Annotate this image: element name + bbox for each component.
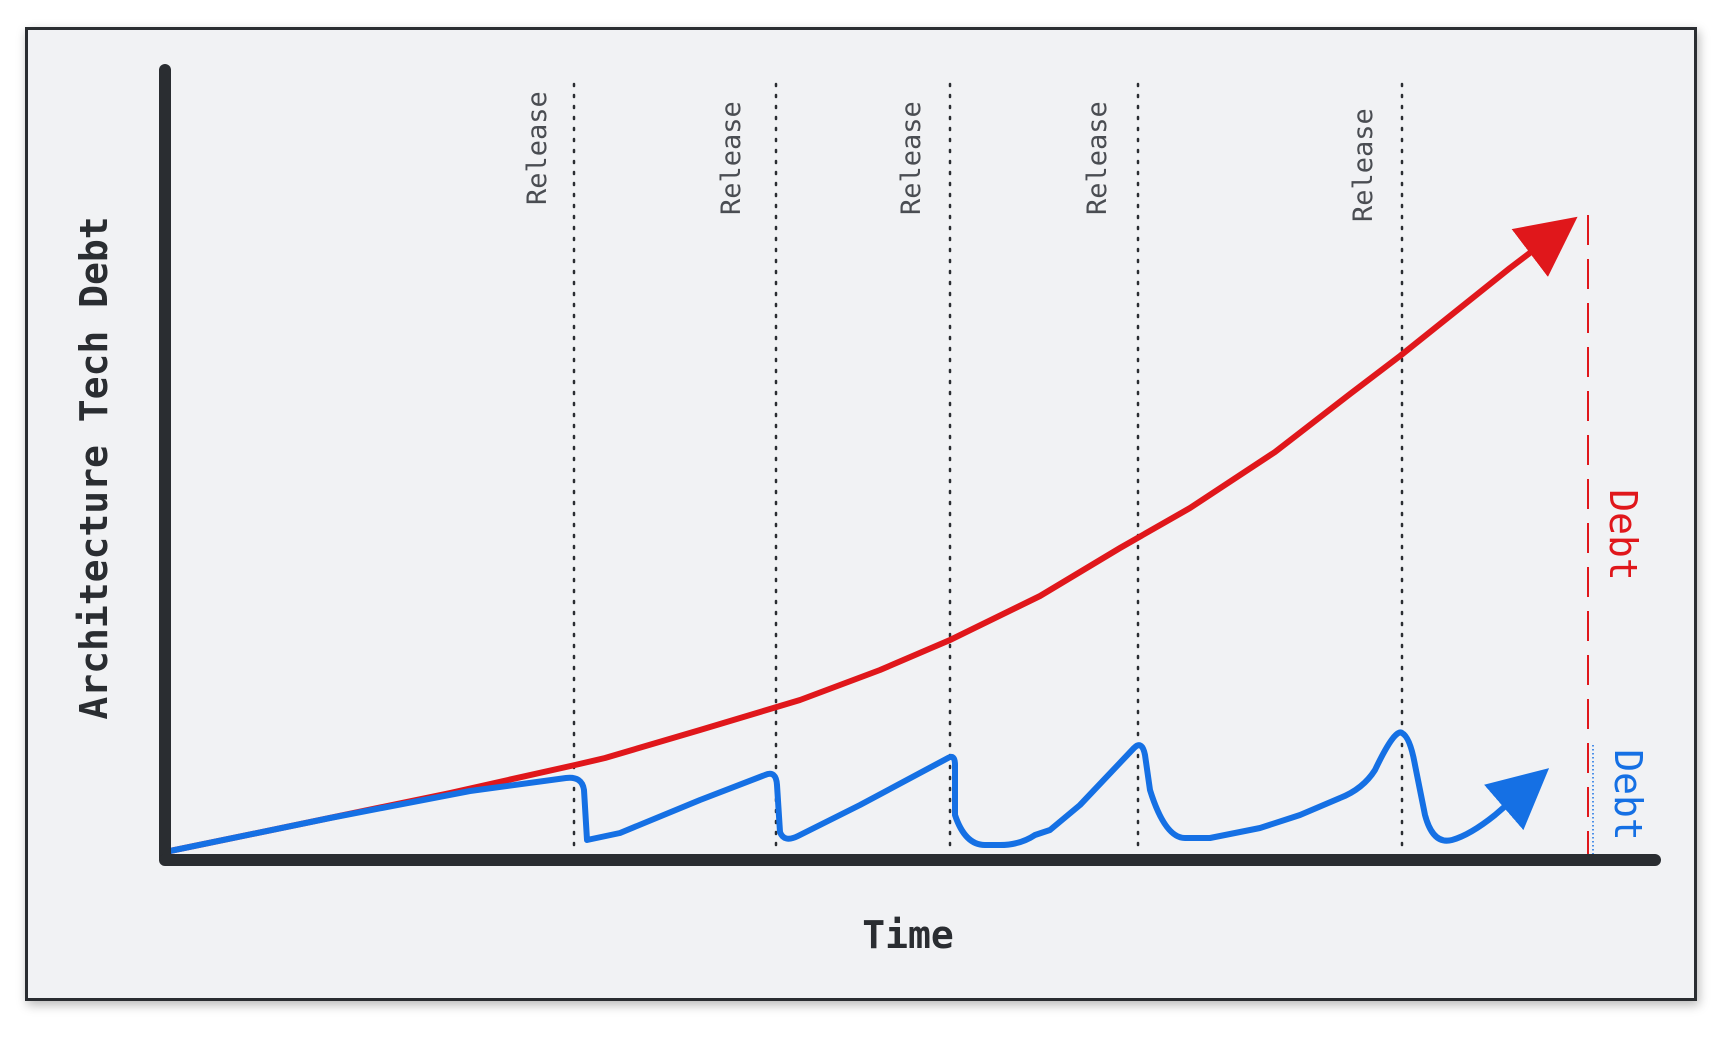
release-label-2: Release — [716, 101, 747, 215]
x-axis-title: Time — [862, 913, 954, 957]
release-label-5: Release — [1348, 108, 1379, 222]
red-debt-curve — [162, 216, 1578, 855]
release-labels: Release Release Release Release Release — [522, 91, 1379, 222]
blue-debt-label: Debt — [1606, 749, 1650, 841]
release-label-1: Release — [522, 91, 553, 205]
y-axis-title: Architecture Tech Debt — [72, 216, 116, 719]
diagram-frame — [25, 27, 1697, 1001]
blue-debt-curve — [162, 729, 1550, 855]
release-label-3: Release — [896, 101, 927, 215]
red-debt-label: Debt — [1601, 489, 1645, 581]
axes — [159, 64, 1661, 866]
release-label-4: Release — [1082, 101, 1113, 215]
